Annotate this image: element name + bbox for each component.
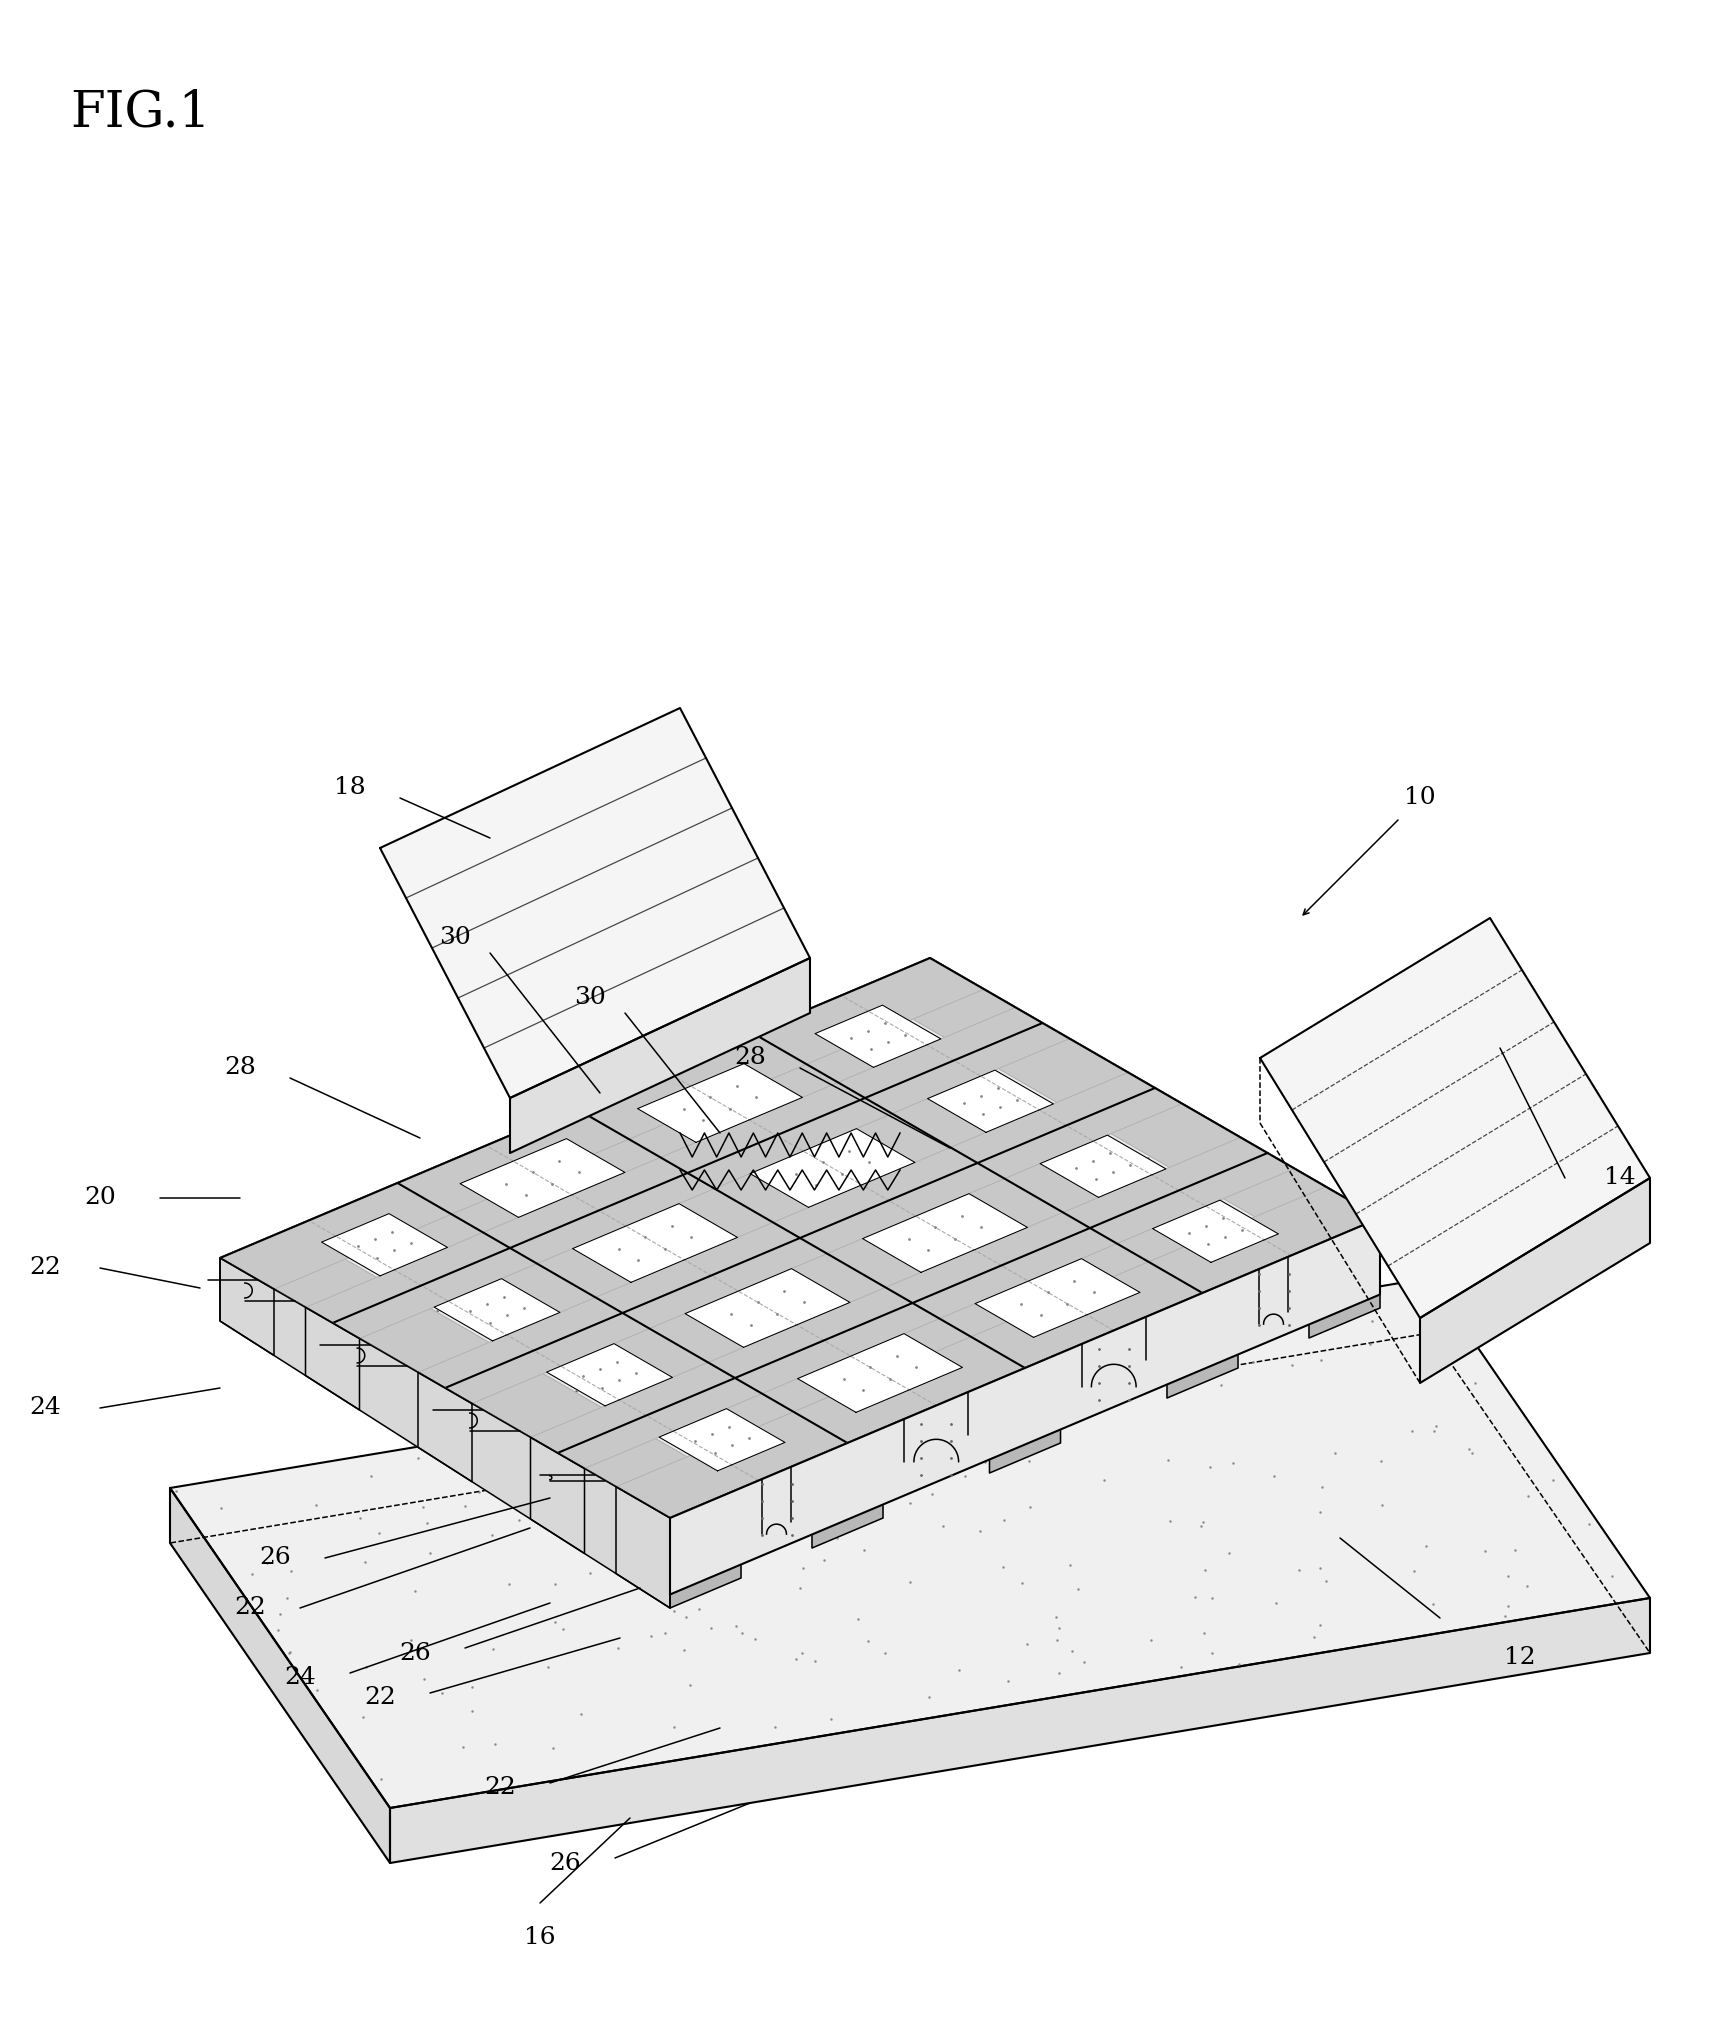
Text: 22: 22	[364, 1687, 397, 1710]
Polygon shape	[169, 1488, 390, 1863]
Polygon shape	[363, 1168, 882, 1457]
Polygon shape	[221, 1257, 670, 1608]
Text: 24: 24	[29, 1396, 62, 1420]
Polygon shape	[221, 958, 983, 1290]
Text: 16: 16	[525, 1926, 556, 1950]
Text: 26: 26	[549, 1851, 581, 1875]
Polygon shape	[539, 1092, 1060, 1384]
Polygon shape	[434, 1278, 559, 1341]
Polygon shape	[221, 958, 1380, 1518]
Text: 12: 12	[1505, 1647, 1536, 1669]
Polygon shape	[417, 1072, 1182, 1404]
Text: 22: 22	[484, 1777, 516, 1800]
Polygon shape	[306, 1308, 359, 1410]
Polygon shape	[616, 1488, 670, 1608]
Polygon shape	[169, 1278, 1650, 1808]
Text: 18: 18	[333, 776, 366, 799]
Text: 26: 26	[260, 1547, 291, 1569]
Text: FIG.1: FIG.1	[70, 88, 210, 137]
Polygon shape	[1040, 1135, 1166, 1198]
Text: 22: 22	[29, 1257, 62, 1280]
Polygon shape	[686, 1268, 850, 1347]
Text: 20: 20	[84, 1186, 116, 1209]
Polygon shape	[858, 958, 1380, 1247]
Text: 14: 14	[1604, 1166, 1636, 1190]
Polygon shape	[573, 1204, 737, 1282]
Text: 30: 30	[439, 927, 470, 950]
Polygon shape	[417, 1372, 472, 1482]
Polygon shape	[547, 1343, 672, 1406]
Polygon shape	[530, 1437, 585, 1553]
Polygon shape	[1166, 1278, 1238, 1398]
Text: 28: 28	[224, 1056, 256, 1080]
Text: 28: 28	[734, 1045, 766, 1070]
Polygon shape	[1260, 917, 1650, 1319]
Polygon shape	[321, 1213, 448, 1276]
Polygon shape	[380, 707, 811, 1098]
Polygon shape	[990, 1353, 1060, 1473]
Polygon shape	[1419, 1178, 1650, 1384]
Polygon shape	[670, 1219, 1380, 1594]
Polygon shape	[221, 1229, 740, 1518]
Polygon shape	[638, 1064, 802, 1143]
Polygon shape	[1308, 1219, 1380, 1339]
Polygon shape	[510, 958, 811, 1154]
Polygon shape	[797, 1333, 963, 1412]
Polygon shape	[716, 1019, 1238, 1308]
Text: 22: 22	[234, 1596, 265, 1620]
Polygon shape	[670, 1488, 740, 1608]
Polygon shape	[616, 1186, 1380, 1518]
Polygon shape	[306, 1007, 1069, 1339]
Polygon shape	[1153, 1200, 1279, 1262]
Text: 26: 26	[398, 1641, 431, 1665]
Polygon shape	[658, 1408, 785, 1471]
Text: 24: 24	[284, 1667, 316, 1690]
Text: 10: 10	[1404, 787, 1436, 809]
Text: 30: 30	[575, 986, 605, 1009]
Polygon shape	[530, 1137, 1294, 1469]
Polygon shape	[975, 1259, 1141, 1337]
Polygon shape	[862, 1194, 1028, 1272]
Polygon shape	[460, 1139, 624, 1217]
Polygon shape	[751, 1129, 915, 1206]
Polygon shape	[221, 1257, 274, 1355]
Polygon shape	[816, 1005, 941, 1068]
Polygon shape	[927, 1070, 1053, 1133]
Polygon shape	[390, 1598, 1650, 1863]
Polygon shape	[812, 1429, 882, 1549]
